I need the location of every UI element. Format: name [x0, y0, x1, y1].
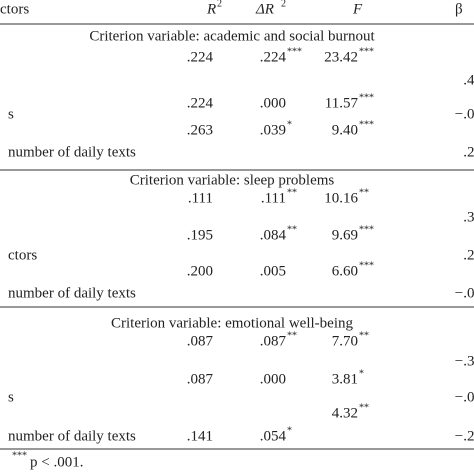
significance: * — [287, 119, 292, 130]
section-title: Criterion variable: sleep problems — [130, 172, 335, 188]
significance: ** — [287, 187, 297, 198]
cell: 23.42 — [324, 49, 358, 65]
cell: 6.60 — [332, 263, 358, 279]
cell: .33 — [463, 209, 474, 225]
predictor: number of daily texts — [8, 285, 136, 301]
header-sup: 2 — [281, 0, 286, 9]
cell: .087 — [187, 371, 214, 387]
header-sup: 2 — [217, 0, 222, 9]
cell: .224 — [187, 49, 214, 65]
cell: .005 — [260, 263, 286, 279]
header-cell: R — [206, 1, 216, 17]
cell: .29 — [463, 247, 474, 263]
cell: .000 — [260, 371, 286, 387]
cell: 4.32 — [332, 405, 358, 421]
cell: .47 — [463, 72, 474, 88]
cell: .087 — [187, 333, 214, 349]
predictor: number of daily texts — [8, 144, 136, 160]
significance: * — [359, 368, 364, 379]
cell: 3.81 — [332, 371, 358, 387]
predictor: ctors — [8, 247, 37, 263]
predictor: s — [8, 389, 14, 405]
footnote-sup: *** — [12, 450, 27, 461]
cell: .000 — [260, 95, 286, 111]
cell: 9.69 — [332, 227, 358, 243]
significance: *** — [359, 119, 374, 130]
significance: *** — [287, 46, 302, 57]
significance: *** — [359, 46, 374, 57]
significance: ** — [287, 224, 297, 235]
header-cell: ctors — [0, 1, 29, 17]
cell: −.24 — [455, 428, 474, 444]
cell: .224 — [187, 95, 214, 111]
header-cell: F — [352, 1, 363, 17]
significance: *** — [359, 92, 374, 103]
cell: .263 — [187, 122, 213, 138]
cell: −.08 — [455, 285, 474, 301]
predictor: number of daily texts — [8, 428, 136, 444]
cell: .195 — [187, 227, 213, 243]
header-cell: ΔR — [255, 1, 274, 17]
significance: ** — [359, 187, 369, 198]
cell: .111 — [261, 190, 286, 206]
significance: ** — [359, 330, 369, 341]
cell: .141 — [187, 428, 213, 444]
cell: −.30 — [455, 353, 474, 369]
cell: 7.70 — [332, 333, 358, 349]
cell: .224 — [260, 49, 287, 65]
section-title: Criterion variable: emotional well-being — [111, 315, 354, 331]
cell: .054 — [260, 428, 287, 444]
cell: .20 — [463, 144, 474, 160]
cell: .111 — [188, 190, 213, 206]
cell: −.02 — [455, 389, 474, 405]
footnote: p < .001. — [30, 454, 83, 470]
cell: .039 — [260, 122, 286, 138]
predictor: s — [8, 106, 14, 122]
cell: −.01 — [455, 106, 474, 122]
significance: ** — [287, 330, 297, 341]
significance: *** — [359, 260, 374, 271]
cell: .084 — [260, 227, 287, 243]
cell: 11.57 — [325, 95, 359, 111]
cell: 10.16 — [324, 190, 358, 206]
cell: 9.40 — [332, 122, 358, 138]
cell: .200 — [187, 263, 213, 279]
section-title: Criterion variable: academic and social … — [89, 28, 375, 44]
cell: .087 — [260, 333, 287, 349]
significance: * — [287, 425, 292, 436]
significance: *** — [359, 224, 374, 235]
significance: ** — [359, 402, 369, 413]
header-cell: β — [455, 1, 463, 17]
